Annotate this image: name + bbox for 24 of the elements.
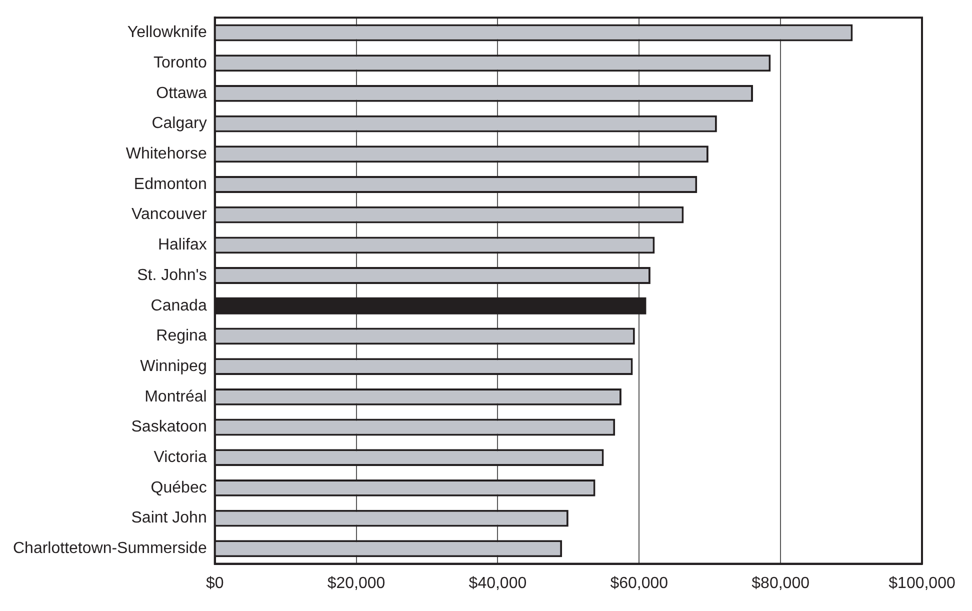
y-tick-label: Calgary [152,115,207,132]
y-tick-label: Charlottetown-Summerside [12,540,207,558]
y-tick-label: Canada [150,297,207,314]
x-tick-label: $80,000 [752,574,810,592]
y-tick-label: Halifax [158,236,207,254]
y-tick-label: Montréal [144,388,207,406]
y-tick-label: Saint John [131,510,207,527]
y-tick-label: Vancouver [132,206,208,224]
x-tick-label: $100,000 [888,574,956,592]
y-tick-label: Ottawa [156,84,207,102]
x-tick-label: $20,000 [327,574,386,592]
y-tick-label: Edmonton [134,176,207,193]
y-tick-label: St. John's [137,266,207,284]
x-tick-label: $0 [206,574,224,592]
y-tick-label: Québec [150,479,207,496]
x-tick-label: $40,000 [468,574,527,592]
y-tick-label: Toronto [153,54,207,72]
y-tick-label: Winnipeg [140,358,207,375]
y-tick-label: Regina [156,328,207,345]
y-tick-label: Victoria [154,449,207,466]
y-tick-label: Yellowknife [127,24,207,42]
y-tick-label: Whitehorse [126,146,207,163]
y-tick-label: Saskatoon [131,418,207,436]
x-tick-label: $60,000 [610,574,668,592]
